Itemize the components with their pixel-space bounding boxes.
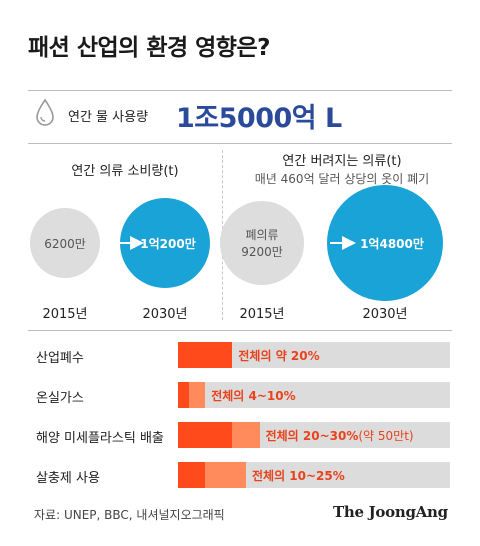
discarded-year-2015: 2015년 (239, 307, 285, 322)
source-note: 자료: UNEP, BBC, 내셔널지오그래픽 (34, 508, 225, 522)
bar-range-segment (205, 462, 246, 488)
bar-track: 전체의 20~30%(약 50만t) (178, 422, 450, 448)
bar-row: 해양 미세플라스틱 배출 전체의 20~30%(약 50만t) (28, 420, 452, 450)
bubble-chart: 6200만 1억200만 폐의류 9200만 1억4800만 (30, 185, 443, 301)
discarded-2030-label: 1억4800만 (360, 236, 424, 251)
water-usage-value: 1조5000억 L (176, 103, 342, 134)
bar-row: 살충제 사용 전체의 10~25% (28, 460, 452, 490)
water-drop-icon (36, 98, 54, 126)
bar-min-segment (178, 422, 233, 448)
consumption-year-2030: 2030년 (142, 307, 188, 322)
bar-category-label: 살충제 사용 (36, 471, 100, 486)
discarded-2015-label-line1: 폐의류 (245, 228, 278, 242)
bar-row: 온실가스 전체의 4~10% (28, 380, 452, 410)
bar-min-segment (178, 342, 233, 368)
bar-track: 전체의 약 20% (178, 342, 450, 368)
bar-row: 산업폐수 전체의 약 20% (28, 340, 452, 370)
bar-track: 전체의 4~10% (178, 382, 450, 408)
bar-track: 전체의 10~25% (178, 462, 450, 488)
discarded-2015-label-line2: 9200만 (241, 245, 283, 259)
consumption-2030-bubble (120, 198, 210, 288)
consumption-2015-bubble (30, 208, 100, 278)
bar-value-text: 전체의 약 20% (238, 349, 320, 363)
bar-range-segment (188, 382, 206, 408)
bar-category-label: 온실가스 (36, 391, 84, 406)
bar-category-label: 해양 미세플라스틱 배출 (36, 431, 164, 446)
publisher-logo: The JoongAng (333, 503, 448, 521)
consumption-title: 연간 의류 소비량(t) (71, 164, 179, 179)
divider-mid (28, 143, 452, 144)
discarded-2015-bubble (220, 201, 304, 285)
bar-value-label: 전체의 10~25% (252, 467, 345, 484)
discarded-year-2030: 2030년 (362, 307, 408, 322)
water-usage-label: 연간 물 사용량 (68, 110, 149, 125)
discarded-title: 연간 버려지는 의류(t) (282, 154, 402, 169)
bar-range-segment (232, 422, 260, 448)
discarded-note: 매년 460억 달러 상당의 옷이 폐기 (254, 172, 430, 186)
bar-value-text: 전체의 20~30% (265, 429, 359, 443)
consumption-year-2015: 2015년 (42, 307, 88, 322)
water-usage-row: 연간 물 사용량 1조5000억 L (34, 94, 454, 134)
consumption-2030-label: 1억200만 (140, 236, 195, 251)
bar-value-label: 전체의 20~30%(약 50만t) (266, 427, 414, 444)
consumption-2015-label: 6200만 (44, 237, 86, 251)
bar-value-label: 전체의 약 20% (238, 347, 319, 364)
divider-top (28, 90, 452, 91)
bar-value-text: 전체의 4~10% (211, 389, 296, 403)
bar-min-segment (178, 462, 206, 488)
bar-value-extra: (약 50만t) (358, 429, 414, 443)
bar-value-text: 전체의 10~25% (252, 469, 345, 483)
discarded-2030-bubble (327, 185, 443, 301)
bar-min-segment (178, 382, 189, 408)
page-title: 패션 산업의 환경 영향은? (28, 35, 270, 61)
bar-value-label: 전체의 4~10% (211, 387, 295, 404)
divider-bottom (28, 330, 452, 331)
bar-category-label: 산업폐수 (36, 351, 84, 366)
